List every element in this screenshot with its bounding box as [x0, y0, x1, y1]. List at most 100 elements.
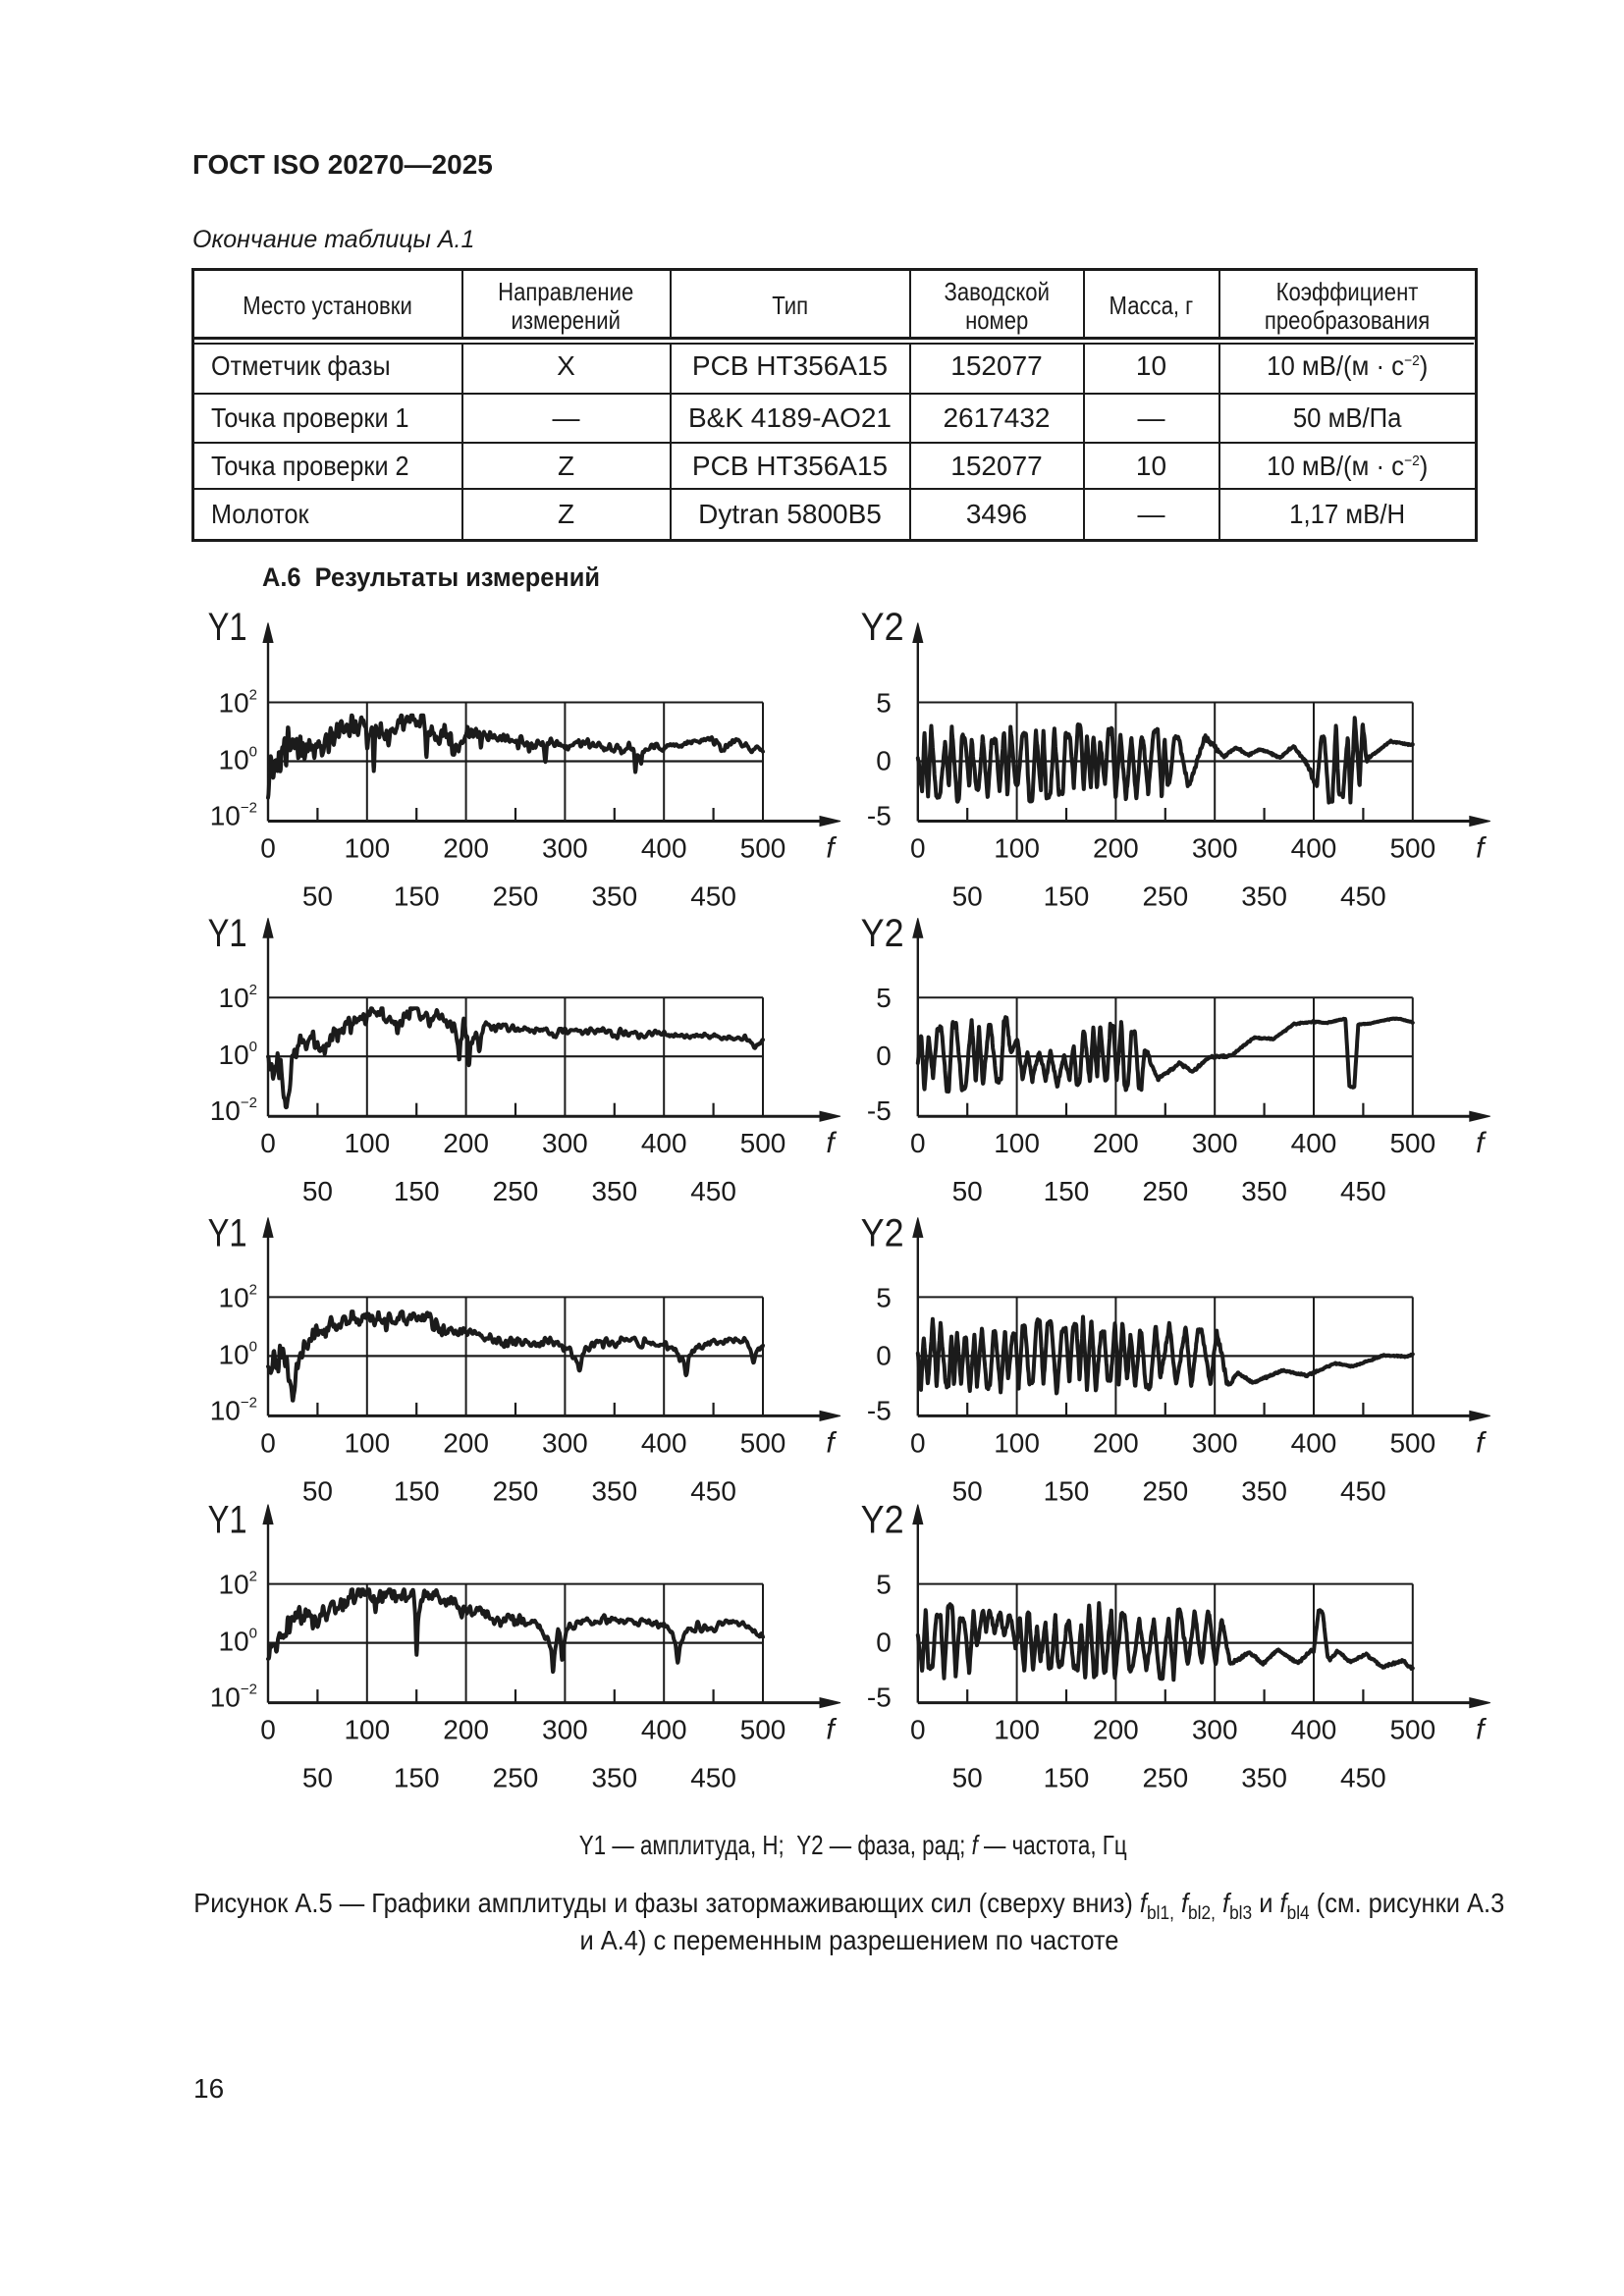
- svg-text:f: f: [1476, 832, 1487, 865]
- svg-text:0: 0: [876, 1628, 892, 1658]
- svg-text:0: 0: [260, 1128, 276, 1158]
- svg-text:250: 250: [493, 1475, 539, 1506]
- svg-text:Y2: Y2: [861, 606, 904, 649]
- svg-text:400: 400: [1291, 1427, 1337, 1458]
- svg-text:-5: -5: [867, 1395, 892, 1425]
- svg-text:0: 0: [876, 746, 892, 776]
- svg-text:150: 150: [394, 1176, 440, 1206]
- svg-text:102: 102: [219, 982, 258, 1013]
- svg-text:f: f: [826, 1426, 837, 1459]
- svg-text:500: 500: [740, 1128, 786, 1158]
- svg-text:-5: -5: [867, 1095, 892, 1126]
- svg-text:100: 100: [219, 744, 258, 775]
- svg-text:0: 0: [910, 1715, 926, 1745]
- svg-text:100: 100: [219, 1039, 258, 1070]
- svg-text:350: 350: [591, 1475, 637, 1506]
- svg-text:300: 300: [1192, 1427, 1238, 1458]
- svg-text:400: 400: [1291, 833, 1337, 864]
- svg-text:500: 500: [1389, 1715, 1435, 1745]
- svg-text:50: 50: [952, 1763, 983, 1793]
- svg-text:350: 350: [1241, 1763, 1287, 1793]
- svg-text:100: 100: [994, 1427, 1040, 1458]
- svg-text:102: 102: [219, 1281, 258, 1312]
- svg-text:10−2: 10−2: [210, 1095, 257, 1126]
- svg-text:150: 150: [394, 881, 440, 912]
- svg-text:450: 450: [1340, 1763, 1386, 1793]
- svg-text:350: 350: [1241, 1475, 1287, 1506]
- svg-text:50: 50: [952, 1176, 983, 1206]
- svg-text:500: 500: [1389, 1427, 1435, 1458]
- svg-text:100: 100: [344, 833, 390, 864]
- svg-text:450: 450: [690, 1763, 736, 1793]
- svg-text:250: 250: [1142, 881, 1188, 912]
- svg-text:50: 50: [302, 1475, 333, 1506]
- svg-text:500: 500: [740, 1427, 786, 1458]
- svg-text:250: 250: [1142, 1475, 1188, 1506]
- svg-text:500: 500: [740, 833, 786, 864]
- svg-text:300: 300: [542, 833, 588, 864]
- svg-text:100: 100: [994, 1128, 1040, 1158]
- svg-text:500: 500: [740, 1715, 786, 1745]
- svg-text:400: 400: [641, 1715, 687, 1745]
- svg-text:200: 200: [443, 833, 489, 864]
- svg-text:0: 0: [260, 833, 276, 864]
- svg-text:350: 350: [591, 881, 637, 912]
- svg-text:50: 50: [302, 1763, 333, 1793]
- svg-text:0: 0: [260, 1715, 276, 1745]
- svg-text:100: 100: [994, 1715, 1040, 1745]
- svg-text:50: 50: [302, 881, 333, 912]
- svg-text:100: 100: [344, 1715, 390, 1745]
- svg-text:300: 300: [1192, 1715, 1238, 1745]
- svg-text:0: 0: [910, 833, 926, 864]
- svg-text:300: 300: [542, 1128, 588, 1158]
- svg-text:400: 400: [1291, 1715, 1337, 1745]
- svg-text:f: f: [826, 832, 837, 865]
- svg-text:250: 250: [493, 1763, 539, 1793]
- svg-text:10−2: 10−2: [210, 800, 257, 831]
- svg-text:250: 250: [493, 1176, 539, 1206]
- svg-text:300: 300: [1192, 1128, 1238, 1158]
- svg-text:0: 0: [260, 1427, 276, 1458]
- svg-text:200: 200: [443, 1427, 489, 1458]
- svg-text:150: 150: [1044, 1475, 1090, 1506]
- svg-text:5: 5: [876, 688, 892, 719]
- svg-text:200: 200: [1093, 1715, 1139, 1745]
- svg-text:150: 150: [394, 1763, 440, 1793]
- svg-text:5: 5: [876, 983, 892, 1013]
- svg-text:102: 102: [219, 687, 258, 719]
- svg-text:200: 200: [1093, 833, 1139, 864]
- svg-text:400: 400: [641, 833, 687, 864]
- svg-text:50: 50: [952, 1475, 983, 1506]
- svg-text:Y2: Y2: [861, 1211, 904, 1255]
- svg-text:Y2: Y2: [861, 1499, 904, 1542]
- svg-text:0: 0: [910, 1427, 926, 1458]
- svg-text:500: 500: [1389, 1128, 1435, 1158]
- svg-text:102: 102: [219, 1569, 258, 1600]
- svg-text:300: 300: [1192, 833, 1238, 864]
- svg-text:f: f: [1476, 1127, 1487, 1159]
- svg-text:350: 350: [591, 1176, 637, 1206]
- svg-text:Y1: Y1: [208, 912, 247, 955]
- svg-text:300: 300: [542, 1715, 588, 1745]
- svg-text:0: 0: [876, 1340, 892, 1370]
- svg-text:f: f: [1476, 1426, 1487, 1459]
- svg-text:100: 100: [994, 833, 1040, 864]
- svg-text:Y2: Y2: [861, 912, 904, 955]
- svg-text:350: 350: [591, 1763, 637, 1793]
- svg-text:Y1: Y1: [208, 606, 247, 649]
- svg-text:100: 100: [219, 1338, 258, 1369]
- svg-text:250: 250: [1142, 1763, 1188, 1793]
- svg-text:100: 100: [344, 1128, 390, 1158]
- svg-text:500: 500: [1389, 833, 1435, 864]
- svg-text:0: 0: [876, 1041, 892, 1071]
- svg-text:200: 200: [443, 1128, 489, 1158]
- svg-text:400: 400: [641, 1128, 687, 1158]
- svg-text:450: 450: [1340, 1475, 1386, 1506]
- svg-text:200: 200: [1093, 1128, 1139, 1158]
- svg-text:450: 450: [1340, 881, 1386, 912]
- svg-text:450: 450: [690, 881, 736, 912]
- svg-text:250: 250: [1142, 1176, 1188, 1206]
- svg-text:Y1: Y1: [208, 1211, 247, 1255]
- svg-text:50: 50: [952, 881, 983, 912]
- svg-text:450: 450: [690, 1176, 736, 1206]
